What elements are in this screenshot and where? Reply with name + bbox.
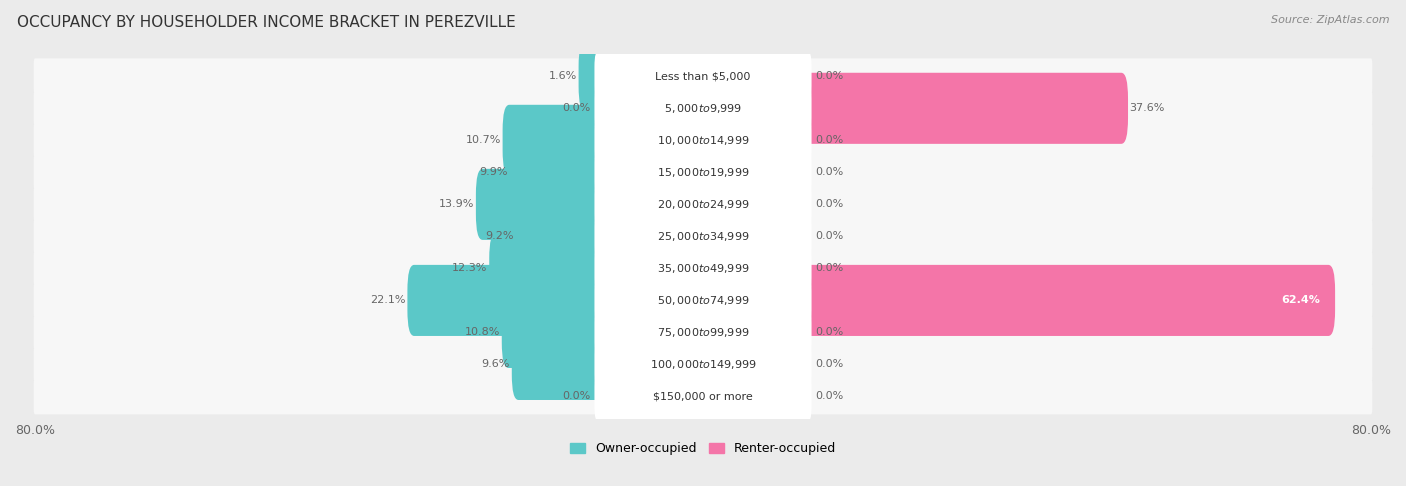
FancyBboxPatch shape bbox=[34, 58, 1372, 94]
Text: 22.1%: 22.1% bbox=[370, 295, 406, 305]
FancyBboxPatch shape bbox=[595, 210, 811, 262]
FancyBboxPatch shape bbox=[408, 265, 606, 336]
FancyBboxPatch shape bbox=[34, 379, 1372, 415]
FancyBboxPatch shape bbox=[34, 282, 1372, 318]
FancyBboxPatch shape bbox=[595, 339, 811, 390]
Text: 0.0%: 0.0% bbox=[815, 231, 844, 242]
Text: 37.6%: 37.6% bbox=[1129, 104, 1166, 113]
Text: $10,000 to $14,999: $10,000 to $14,999 bbox=[657, 134, 749, 147]
Text: 0.0%: 0.0% bbox=[562, 391, 591, 401]
Text: $35,000 to $49,999: $35,000 to $49,999 bbox=[657, 262, 749, 275]
Text: 0.0%: 0.0% bbox=[815, 263, 844, 274]
FancyBboxPatch shape bbox=[595, 82, 811, 134]
FancyBboxPatch shape bbox=[512, 329, 606, 400]
Text: $20,000 to $24,999: $20,000 to $24,999 bbox=[657, 198, 749, 211]
Text: OCCUPANCY BY HOUSEHOLDER INCOME BRACKET IN PEREZVILLE: OCCUPANCY BY HOUSEHOLDER INCOME BRACKET … bbox=[17, 15, 516, 30]
Text: 10.8%: 10.8% bbox=[465, 328, 501, 337]
FancyBboxPatch shape bbox=[502, 297, 606, 368]
Text: 12.3%: 12.3% bbox=[453, 263, 488, 274]
FancyBboxPatch shape bbox=[595, 370, 811, 422]
Text: 10.7%: 10.7% bbox=[465, 135, 501, 145]
Text: $100,000 to $149,999: $100,000 to $149,999 bbox=[650, 358, 756, 371]
FancyBboxPatch shape bbox=[595, 243, 811, 295]
FancyBboxPatch shape bbox=[34, 90, 1372, 126]
FancyBboxPatch shape bbox=[475, 169, 606, 240]
FancyBboxPatch shape bbox=[34, 250, 1372, 286]
Text: 9.6%: 9.6% bbox=[482, 360, 510, 369]
FancyBboxPatch shape bbox=[579, 41, 606, 112]
Text: $5,000 to $9,999: $5,000 to $9,999 bbox=[664, 102, 742, 115]
Text: 0.0%: 0.0% bbox=[815, 360, 844, 369]
FancyBboxPatch shape bbox=[34, 187, 1372, 222]
Text: 9.2%: 9.2% bbox=[485, 231, 513, 242]
Legend: Owner-occupied, Renter-occupied: Owner-occupied, Renter-occupied bbox=[565, 437, 841, 460]
FancyBboxPatch shape bbox=[800, 265, 1336, 336]
FancyBboxPatch shape bbox=[509, 137, 606, 208]
FancyBboxPatch shape bbox=[595, 51, 811, 102]
Text: $75,000 to $99,999: $75,000 to $99,999 bbox=[657, 326, 749, 339]
Text: 0.0%: 0.0% bbox=[815, 391, 844, 401]
Text: 0.0%: 0.0% bbox=[562, 104, 591, 113]
Text: 0.0%: 0.0% bbox=[815, 71, 844, 81]
FancyBboxPatch shape bbox=[34, 347, 1372, 382]
Text: 9.9%: 9.9% bbox=[479, 167, 508, 177]
Text: $50,000 to $74,999: $50,000 to $74,999 bbox=[657, 294, 749, 307]
Text: 0.0%: 0.0% bbox=[815, 135, 844, 145]
FancyBboxPatch shape bbox=[595, 178, 811, 230]
FancyBboxPatch shape bbox=[489, 233, 606, 304]
Text: $150,000 or more: $150,000 or more bbox=[654, 391, 752, 401]
FancyBboxPatch shape bbox=[595, 307, 811, 358]
Text: Source: ZipAtlas.com: Source: ZipAtlas.com bbox=[1271, 15, 1389, 25]
FancyBboxPatch shape bbox=[515, 201, 606, 272]
Text: 1.6%: 1.6% bbox=[548, 71, 576, 81]
Text: 62.4%: 62.4% bbox=[1281, 295, 1320, 305]
FancyBboxPatch shape bbox=[595, 275, 811, 327]
FancyBboxPatch shape bbox=[595, 146, 811, 198]
FancyBboxPatch shape bbox=[34, 122, 1372, 158]
Text: $15,000 to $19,999: $15,000 to $19,999 bbox=[657, 166, 749, 179]
FancyBboxPatch shape bbox=[595, 114, 811, 166]
Text: 0.0%: 0.0% bbox=[815, 199, 844, 209]
Text: Less than $5,000: Less than $5,000 bbox=[655, 71, 751, 81]
Text: 0.0%: 0.0% bbox=[815, 167, 844, 177]
FancyBboxPatch shape bbox=[34, 314, 1372, 350]
FancyBboxPatch shape bbox=[34, 155, 1372, 191]
Text: $25,000 to $34,999: $25,000 to $34,999 bbox=[657, 230, 749, 243]
FancyBboxPatch shape bbox=[800, 73, 1128, 144]
FancyBboxPatch shape bbox=[502, 105, 606, 176]
Text: 0.0%: 0.0% bbox=[815, 328, 844, 337]
Text: 13.9%: 13.9% bbox=[439, 199, 474, 209]
FancyBboxPatch shape bbox=[34, 218, 1372, 254]
